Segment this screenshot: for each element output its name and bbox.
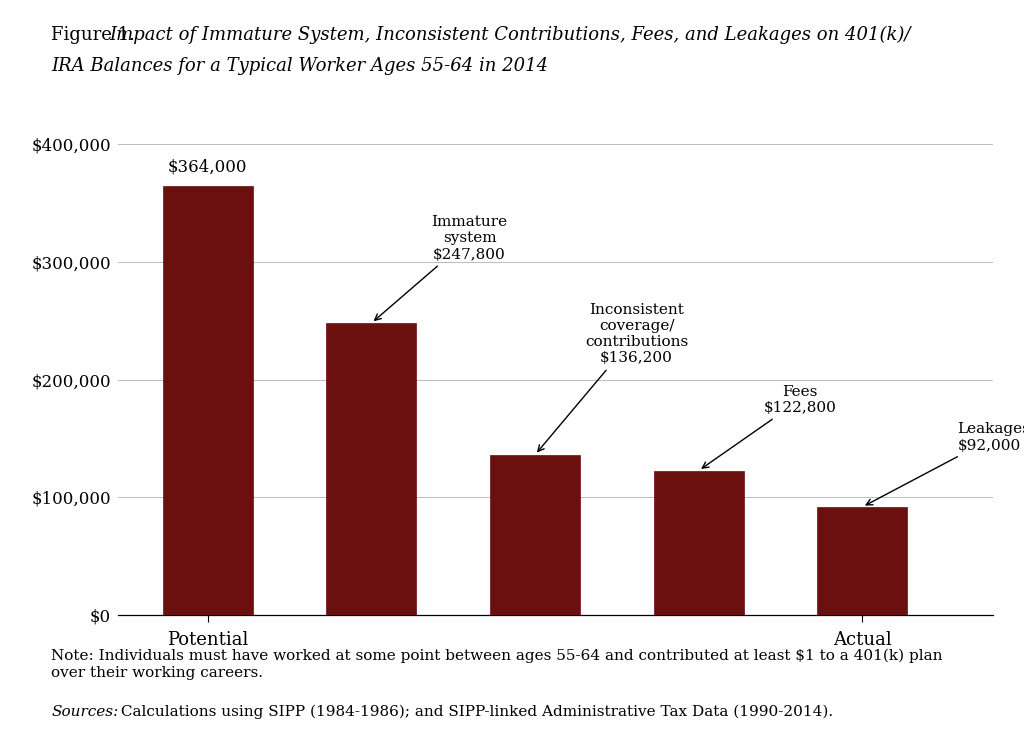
- Text: Leakages
$92,000: Leakages $92,000: [866, 422, 1024, 505]
- Text: Note: Individuals must have worked at some point between ages 55-64 and contribu: Note: Individuals must have worked at so…: [51, 649, 943, 680]
- Text: Sources:: Sources:: [51, 705, 119, 719]
- Bar: [327, 323, 417, 615]
- Bar: [490, 455, 580, 615]
- Text: IRA Balances for a Typical Worker Ages 55-64 in 2014: IRA Balances for a Typical Worker Ages 5…: [51, 57, 548, 75]
- Bar: [163, 186, 253, 615]
- Bar: [653, 471, 743, 615]
- Text: Impact of Immature System, Inconsistent Contributions, Fees, and Leakages on 401: Impact of Immature System, Inconsistent …: [110, 26, 911, 44]
- Text: Calculations using SIPP (1984-1986); and SIPP-linked Administrative Tax Data (19: Calculations using SIPP (1984-1986); and…: [116, 705, 833, 719]
- Text: Immature
system
$247,800: Immature system $247,800: [375, 215, 508, 320]
- Text: Figure 1.: Figure 1.: [51, 26, 141, 44]
- Text: $364,000: $364,000: [168, 158, 248, 175]
- Text: Fees
$122,800: Fees $122,800: [702, 385, 837, 468]
- Text: Inconsistent
coverage/
contributions
$136,200: Inconsistent coverage/ contributions $13…: [538, 303, 688, 451]
- Bar: [817, 507, 907, 615]
